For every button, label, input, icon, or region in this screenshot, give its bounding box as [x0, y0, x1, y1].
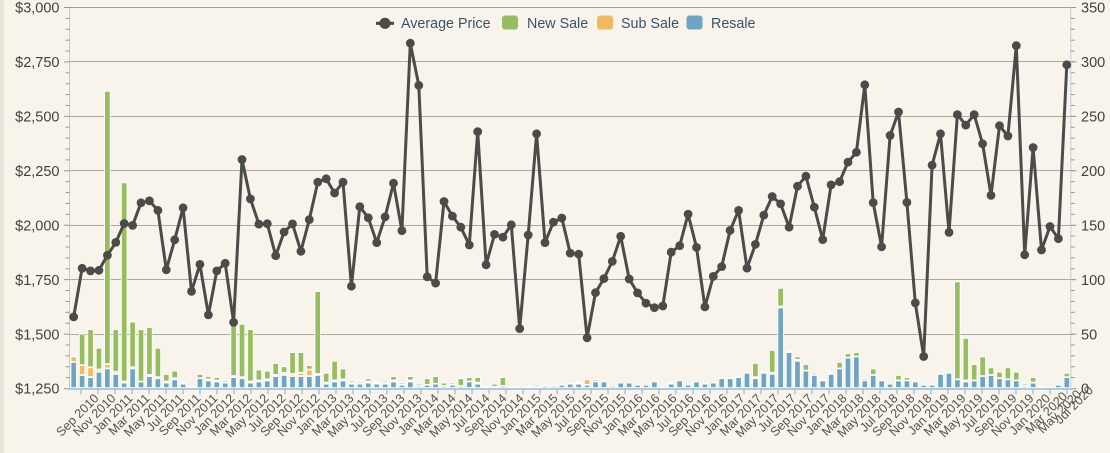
svg-text:350: 350: [1081, 1, 1105, 17]
svg-text:$2,000: $2,000: [15, 218, 59, 234]
svg-text:100: 100: [1081, 273, 1105, 289]
svg-text:$2,500: $2,500: [15, 110, 59, 126]
svg-text:$1,500: $1,500: [15, 327, 59, 343]
svg-text:Average Price: Average Price: [401, 16, 491, 32]
svg-text:New Sale: New Sale: [527, 16, 588, 32]
svg-text:Sub Sale: Sub Sale: [621, 16, 679, 32]
svg-text:$1,750: $1,750: [15, 273, 59, 289]
svg-text:$1,250: $1,250: [15, 382, 59, 398]
svg-text:300: 300: [1081, 55, 1105, 71]
svg-text:$2,750: $2,750: [15, 55, 59, 71]
svg-text:0: 0: [1081, 382, 1089, 398]
svg-text:$3,000: $3,000: [15, 1, 59, 17]
svg-text:50: 50: [1081, 327, 1097, 343]
svg-text:Resale: Resale: [711, 16, 756, 32]
svg-text:$2,250: $2,250: [15, 164, 59, 180]
svg-text:250: 250: [1081, 110, 1105, 126]
svg-text:150: 150: [1081, 218, 1105, 234]
svg-text:200: 200: [1081, 164, 1105, 180]
